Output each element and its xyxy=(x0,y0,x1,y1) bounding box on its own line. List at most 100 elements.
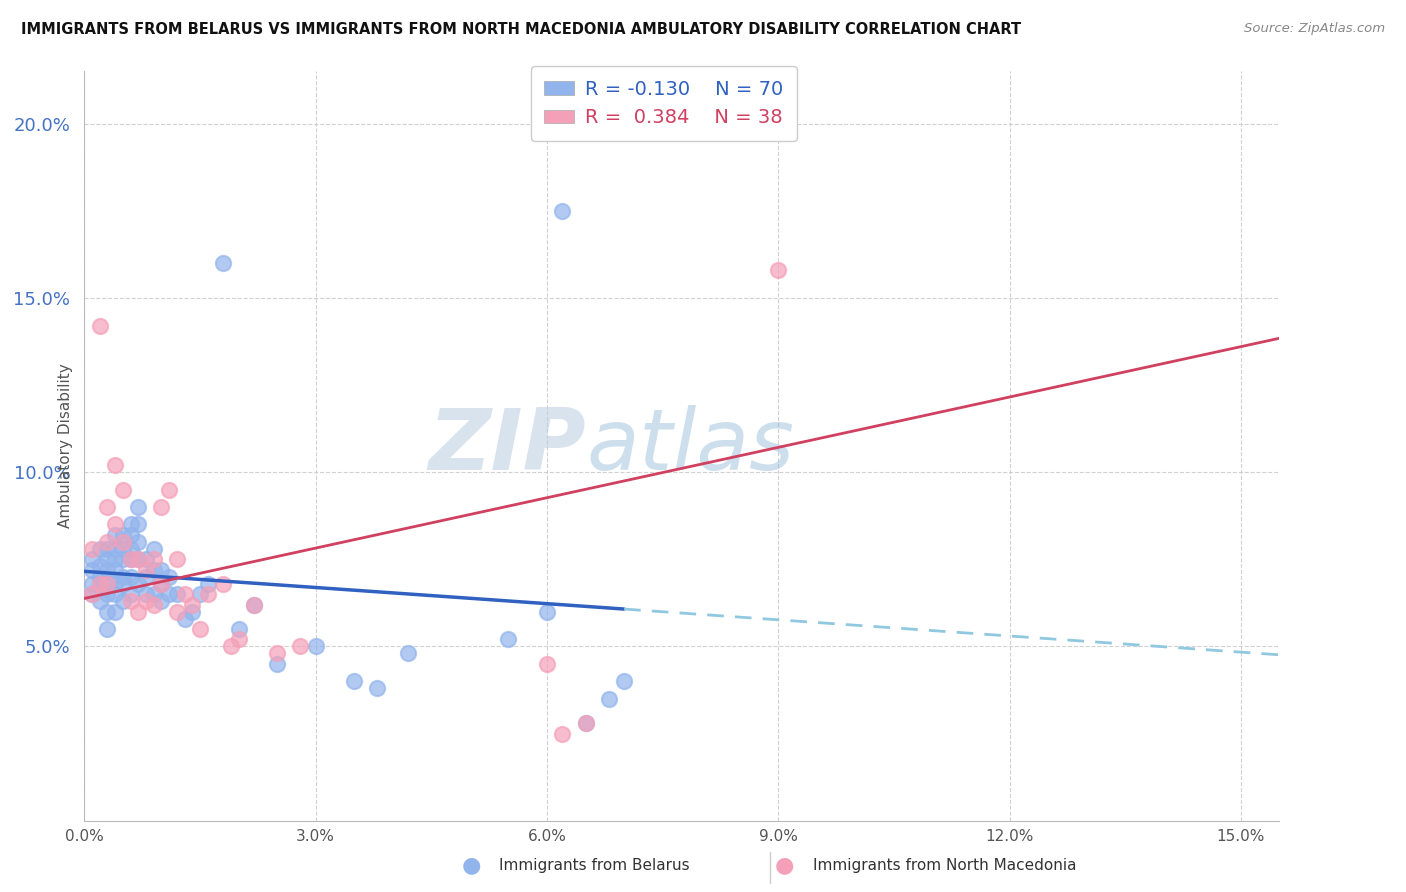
Point xyxy=(120,541,142,556)
Point xyxy=(80,563,103,577)
Point xyxy=(111,541,134,556)
Point xyxy=(212,256,235,270)
Point xyxy=(157,587,180,601)
Point xyxy=(111,576,134,591)
Point xyxy=(80,587,103,601)
Point xyxy=(104,605,127,619)
Point xyxy=(111,528,134,542)
Point xyxy=(135,563,157,577)
Text: atlas: atlas xyxy=(586,404,794,488)
Point xyxy=(305,640,328,654)
Point xyxy=(551,203,574,218)
Point xyxy=(127,517,149,532)
Point xyxy=(96,563,118,577)
Point xyxy=(166,587,188,601)
Point xyxy=(150,563,173,577)
Point xyxy=(89,576,111,591)
Text: ●: ● xyxy=(461,855,481,875)
Point xyxy=(150,500,173,514)
Point xyxy=(120,570,142,584)
Point xyxy=(96,622,118,636)
Point xyxy=(536,605,558,619)
Text: Source: ZipAtlas.com: Source: ZipAtlas.com xyxy=(1244,22,1385,36)
Text: ZIP: ZIP xyxy=(429,404,586,488)
Point xyxy=(613,674,636,689)
Point xyxy=(96,576,118,591)
Point xyxy=(104,552,127,566)
Point xyxy=(212,576,235,591)
Point xyxy=(150,576,173,591)
Point xyxy=(127,500,149,514)
Point xyxy=(768,263,790,277)
Point xyxy=(120,517,142,532)
Point xyxy=(396,646,419,660)
Point xyxy=(135,552,157,566)
Point xyxy=(536,657,558,671)
Point xyxy=(243,598,266,612)
Point xyxy=(142,598,165,612)
Point xyxy=(104,576,127,591)
Point xyxy=(96,541,118,556)
Point xyxy=(96,534,118,549)
Text: Immigrants from North Macedonia: Immigrants from North Macedonia xyxy=(813,858,1076,872)
Point xyxy=(80,541,103,556)
Point xyxy=(197,587,219,601)
Point xyxy=(166,605,188,619)
Point xyxy=(266,657,288,671)
Point xyxy=(111,570,134,584)
Point xyxy=(188,587,211,601)
Point xyxy=(135,570,157,584)
Point xyxy=(120,552,142,566)
Y-axis label: Ambulatory Disability: Ambulatory Disability xyxy=(58,364,73,528)
Point xyxy=(181,598,204,612)
Text: Immigrants from Belarus: Immigrants from Belarus xyxy=(499,858,690,872)
Point xyxy=(135,587,157,601)
Point xyxy=(142,552,165,566)
Point xyxy=(181,605,204,619)
Point xyxy=(89,541,111,556)
Point xyxy=(150,576,173,591)
Point xyxy=(142,587,165,601)
Point xyxy=(120,552,142,566)
Point xyxy=(80,576,103,591)
Point xyxy=(111,483,134,497)
Point xyxy=(89,570,111,584)
Point xyxy=(104,587,127,601)
Point xyxy=(142,541,165,556)
Point xyxy=(188,622,211,636)
Point xyxy=(120,528,142,542)
Point xyxy=(89,594,111,608)
Point xyxy=(551,726,574,740)
Point xyxy=(127,605,149,619)
Point xyxy=(111,534,134,549)
Text: ●: ● xyxy=(775,855,794,875)
Point xyxy=(498,632,520,647)
Point xyxy=(598,691,620,706)
Point xyxy=(96,605,118,619)
Point xyxy=(173,587,195,601)
Point xyxy=(111,594,134,608)
Point xyxy=(127,576,149,591)
Point xyxy=(135,594,157,608)
Point xyxy=(89,576,111,591)
Point xyxy=(574,716,596,731)
Point xyxy=(150,594,173,608)
Point xyxy=(197,576,219,591)
Point xyxy=(104,517,127,532)
Point xyxy=(96,500,118,514)
Point xyxy=(127,552,149,566)
Point xyxy=(104,458,127,472)
Point xyxy=(120,594,142,608)
Point xyxy=(166,552,188,566)
Point xyxy=(142,563,165,577)
Point xyxy=(96,576,118,591)
Point xyxy=(343,674,366,689)
Point xyxy=(127,552,149,566)
Point xyxy=(127,534,149,549)
Point xyxy=(104,528,127,542)
Point xyxy=(228,632,250,647)
Point xyxy=(120,587,142,601)
Point xyxy=(80,587,103,601)
Point xyxy=(104,541,127,556)
Point xyxy=(89,559,111,574)
